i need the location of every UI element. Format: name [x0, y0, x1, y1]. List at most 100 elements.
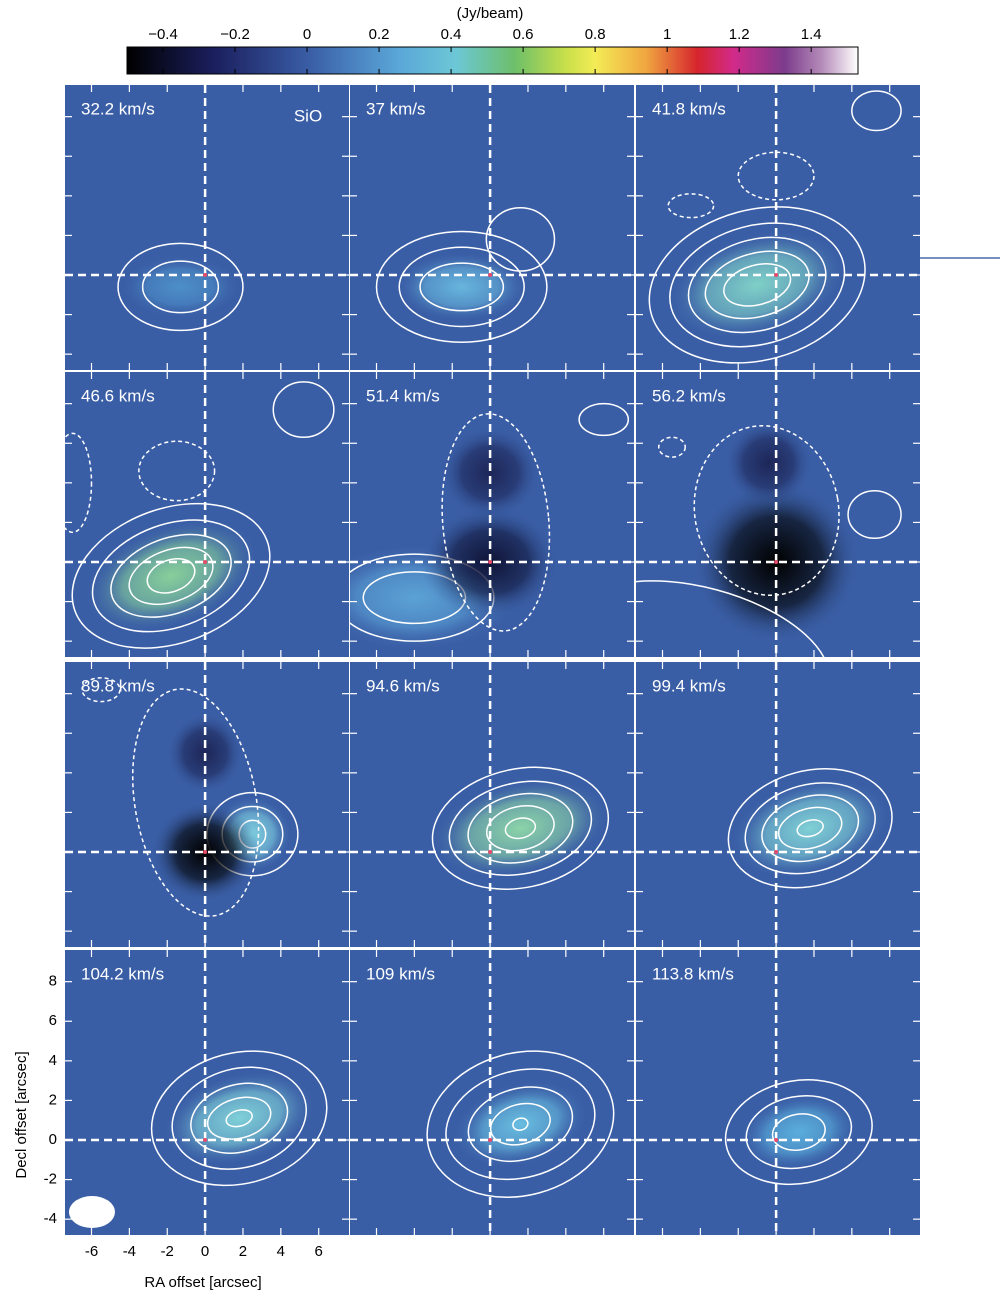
source-marker: [774, 273, 779, 277]
contour: [131, 688, 260, 917]
colorbar-tick-label: 0.4: [441, 26, 462, 43]
contour: [426, 1050, 615, 1198]
contour: [512, 1117, 529, 1131]
source-marker: [203, 850, 208, 854]
contour: [693, 425, 840, 597]
panel-label: 37 km/s: [366, 99, 426, 118]
colorbar-tick-label: 0.6: [513, 26, 534, 43]
y-tick-label: 0: [49, 1131, 57, 1148]
emission: [162, 1070, 317, 1166]
contour: [71, 502, 271, 649]
source-marker: [488, 850, 493, 854]
panel: [65, 950, 349, 1235]
colorbar-tick-label: −0.2: [220, 26, 250, 43]
contour: [445, 1068, 596, 1181]
panel: [636, 950, 920, 1235]
panel-label: 104.2 km/s: [81, 964, 164, 983]
contour: [771, 1113, 826, 1151]
contour: [578, 402, 630, 437]
contour: [441, 413, 551, 632]
colorbar-tick-label: 0: [303, 26, 311, 43]
panel: [350, 662, 634, 947]
y-tick-label: 8: [49, 973, 57, 990]
contour: [636, 580, 831, 657]
contour: [272, 381, 335, 439]
contour: [65, 432, 93, 534]
contour: [467, 1086, 574, 1162]
y-tick-label: 4: [49, 1052, 57, 1069]
panel-label: 46.6 km/s: [81, 386, 155, 405]
y-tick-label: 6: [49, 1012, 57, 1029]
contour: [206, 1096, 272, 1140]
contour: [375, 230, 548, 344]
contour: [504, 817, 537, 840]
emission: [83, 518, 259, 633]
x-tick-label: -2: [161, 1243, 174, 1260]
contour: [146, 558, 196, 594]
panel: [636, 372, 920, 657]
contour: [150, 1050, 328, 1187]
emission: [430, 778, 610, 879]
panel-background: [65, 85, 349, 370]
emission: [738, 1093, 859, 1171]
emission: [723, 418, 814, 508]
panel: [65, 662, 349, 947]
panel-label: 41.8 km/s: [652, 99, 726, 118]
panel: [65, 372, 349, 657]
source-marker: [774, 560, 779, 564]
contour: [727, 768, 893, 889]
contour: [761, 794, 860, 863]
emission: [395, 252, 529, 322]
colorbar-tick-label: 1.4: [801, 26, 822, 43]
contour: [110, 533, 232, 618]
contour: [723, 263, 792, 307]
x-tick-label: -6: [85, 1243, 98, 1260]
contour: [724, 1079, 873, 1186]
colorbar-label: (Jy/beam): [457, 5, 524, 22]
x-tick-label: 6: [315, 1243, 323, 1260]
contour: [657, 436, 686, 458]
y-tick-label: -2: [44, 1171, 57, 1188]
contour: [485, 206, 556, 272]
x-tick-label: 0: [201, 1243, 209, 1260]
panel: [350, 372, 634, 657]
y-tick-label: 2: [49, 1091, 57, 1108]
source-marker: [774, 1138, 779, 1142]
source-marker: [203, 1138, 208, 1142]
contour: [398, 246, 525, 328]
emission: [438, 425, 542, 521]
panel-background: [636, 950, 920, 1235]
contour: [448, 780, 593, 876]
source-marker: [488, 560, 493, 564]
emission: [668, 230, 846, 340]
panel: [65, 85, 349, 370]
source-marker: [203, 560, 208, 564]
panel-label: 56.2 km/s: [652, 386, 726, 405]
contour: [486, 805, 555, 852]
contour: [796, 819, 824, 838]
source-marker: [203, 273, 208, 277]
panel-label: 89.8 km/s: [81, 676, 155, 695]
panel: [636, 85, 920, 370]
contour: [81, 677, 121, 703]
contour: [171, 1066, 308, 1170]
contour: [141, 260, 220, 314]
contour: [190, 1082, 289, 1154]
panel-label: 32.2 km/s: [81, 99, 155, 118]
contour: [91, 519, 251, 633]
panel: [636, 662, 920, 947]
contour: [138, 440, 216, 502]
contour: [419, 262, 505, 312]
contour: [745, 1095, 853, 1170]
panel-background: [350, 85, 634, 370]
contour: [467, 792, 574, 864]
colorbar-tick-label: 0.2: [369, 26, 390, 43]
panel-label: 113.8 km/s: [652, 964, 734, 983]
contour: [225, 1109, 253, 1128]
emission: [119, 255, 242, 319]
contour: [744, 782, 876, 875]
colorbar-tick-label: 0.8: [585, 26, 606, 43]
panel-label: 94.6 km/s: [366, 676, 440, 695]
colorbar: [126, 46, 859, 75]
